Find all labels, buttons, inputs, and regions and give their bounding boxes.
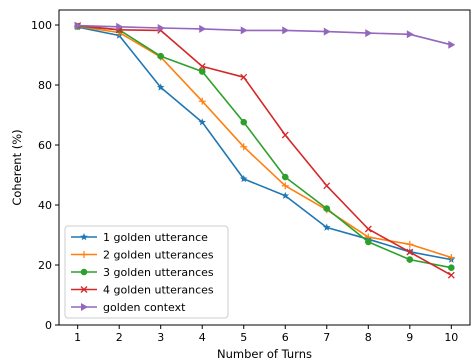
x-tick-label: 5	[240, 331, 247, 344]
legend-label: 3 golden utterances	[103, 266, 214, 279]
data-point	[281, 173, 289, 181]
data-point	[323, 27, 331, 36]
data-point	[198, 68, 206, 75]
data-point	[240, 143, 248, 151]
legend-item: 4 golden utterances	[71, 284, 214, 297]
data-point	[406, 240, 414, 248]
legend-label: 2 golden utterances	[103, 249, 214, 262]
legend-item: 3 golden utterances	[71, 266, 214, 279]
data-point	[281, 191, 290, 199]
data-point	[198, 97, 206, 105]
data-point	[323, 205, 331, 212]
legend-marker	[81, 303, 88, 311]
data-point	[240, 118, 248, 126]
legend-marker	[80, 251, 88, 258]
data-point	[281, 131, 289, 139]
y-tick-label: 100	[31, 19, 52, 32]
plot-frame	[58, 9, 471, 326]
data-point	[240, 73, 248, 81]
data-point	[406, 30, 414, 39]
data-point	[156, 83, 165, 91]
legend-marker	[80, 286, 88, 293]
x-tick-label: 9	[406, 331, 413, 344]
legend-item: golden context	[71, 301, 186, 314]
data-point	[448, 264, 455, 272]
series-2	[74, 23, 455, 261]
legend-marker	[80, 268, 88, 276]
legend-label: 4 golden utterances	[103, 284, 214, 297]
data-point	[199, 24, 207, 33]
data-point	[116, 22, 124, 31]
x-tick-label: 8	[365, 331, 372, 344]
data-point	[365, 29, 373, 38]
data-point	[364, 225, 372, 233]
data-point	[406, 256, 414, 263]
series-5	[74, 21, 456, 49]
x-tick-label: 4	[199, 331, 206, 344]
legend-marker	[80, 233, 88, 241]
data-point	[448, 40, 456, 49]
y-tick-label: 20	[38, 259, 52, 272]
data-point	[157, 52, 165, 60]
x-tick-label: 3	[157, 331, 164, 344]
data-point	[323, 182, 331, 190]
y-axis: 0 20 40 60 80 100	[31, 19, 59, 332]
x-tick-label: 7	[323, 331, 330, 344]
legend-label: 1 golden utterance	[103, 231, 208, 244]
x-axis: 1 2 3 4 5 6 7 8 9 10	[74, 325, 458, 344]
data-point	[364, 238, 372, 246]
legend-label: golden context	[103, 301, 186, 314]
legend-item: 2 golden utterances	[71, 249, 214, 262]
data-point	[282, 26, 290, 35]
data-point	[406, 248, 414, 256]
data-point	[447, 254, 455, 261]
data-point	[198, 118, 207, 126]
series-line	[77, 25, 452, 259]
y-tick-label: 0	[45, 319, 52, 332]
data-point	[198, 62, 206, 70]
y-axis-label: Coherent (%)	[10, 129, 24, 205]
legend-item: 1 golden utterance	[71, 231, 208, 244]
data-point	[157, 24, 165, 32]
series-line	[77, 26, 452, 261]
x-tick-label: 1	[74, 331, 81, 344]
x-tick-label: 2	[116, 331, 123, 344]
legend-box	[64, 225, 229, 319]
x-tick-label: 6	[282, 331, 289, 344]
series-line	[77, 24, 452, 46]
data-point	[240, 26, 248, 35]
data-point	[447, 271, 455, 279]
legend: 1 golden utterance 2 golden utterances 3 g…	[64, 225, 229, 319]
data-point	[74, 21, 82, 30]
data-point	[322, 223, 331, 231]
series-line	[77, 24, 452, 276]
y-tick-label: 60	[38, 139, 52, 152]
x-axis-label: Number of Turns	[217, 347, 312, 361]
x-tick-label: 10	[444, 331, 458, 344]
y-tick-label: 80	[38, 79, 52, 92]
y-tick-label: 40	[38, 199, 52, 212]
data-point	[239, 174, 248, 183]
series-layer	[73, 21, 456, 279]
series-line	[77, 25, 452, 269]
data-point	[281, 182, 289, 190]
